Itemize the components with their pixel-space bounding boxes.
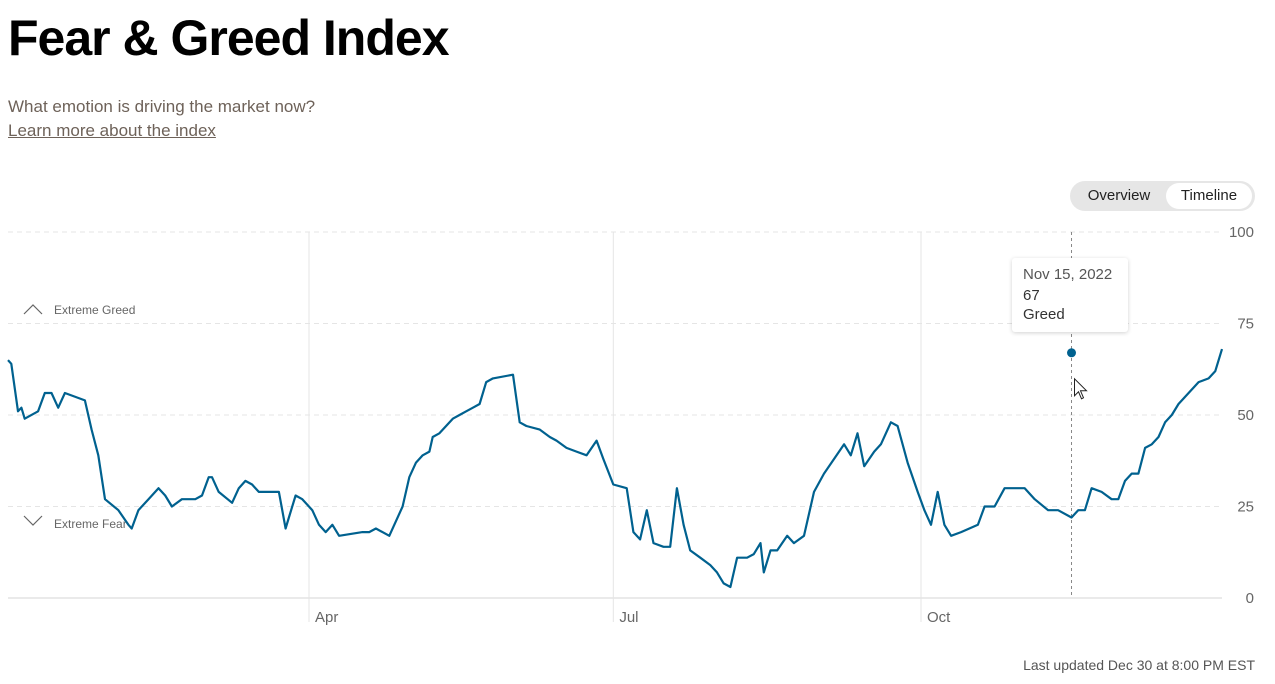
series-line <box>7 348 1224 589</box>
y-tick-label: 0 <box>1246 590 1254 607</box>
x-tick-label: Apr <box>315 609 338 626</box>
mouse-cursor-icon <box>1074 377 1088 400</box>
chevron-up-icon <box>23 304 43 315</box>
chart-tooltip: Nov 15, 2022 67 Greed <box>1012 258 1128 332</box>
band-label: Extreme Greed <box>54 303 135 317</box>
last-updated: Last updated Dec 30 at 8:00 PM EST <box>1023 657 1255 673</box>
view-toggle: Overview Timeline <box>1070 181 1255 211</box>
page-subtitle: What emotion is driving the market now? <box>8 97 316 116</box>
tooltip-rating: Greed <box>1023 306 1065 323</box>
y-tick-label: 100 <box>1229 224 1254 241</box>
tooltip-value: 67 <box>1023 287 1040 304</box>
y-tick-label: 75 <box>1237 316 1254 333</box>
x-tick-label: Oct <box>927 609 951 626</box>
timeline-tab[interactable]: Timeline <box>1166 183 1252 209</box>
y-tick-label: 25 <box>1237 499 1254 516</box>
tooltip-date: Nov 15, 2022 <box>1023 266 1113 283</box>
x-tick-label: Jul <box>619 609 638 626</box>
highlight-point <box>1067 348 1077 358</box>
page-title: Fear & Greed Index <box>8 10 449 66</box>
learn-more-link[interactable]: Learn more about the index <box>8 121 216 140</box>
overview-tab[interactable]: Overview <box>1087 187 1151 204</box>
band-label: Extreme Fear <box>54 517 127 531</box>
chevron-down-icon <box>23 515 43 526</box>
y-tick-label: 50 <box>1237 407 1254 424</box>
